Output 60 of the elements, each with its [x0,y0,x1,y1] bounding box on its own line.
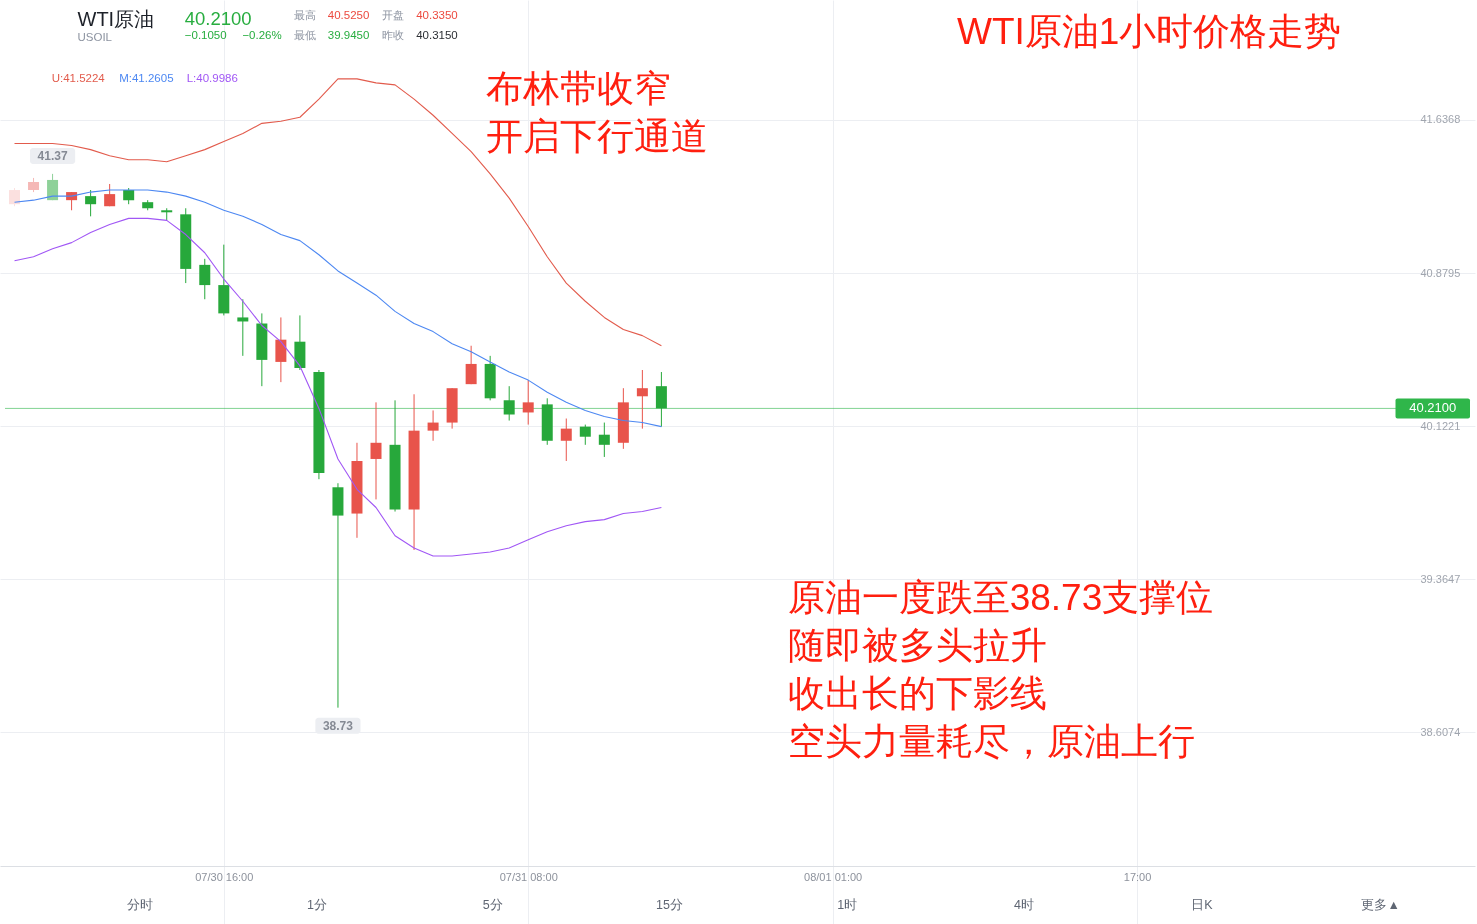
annotation: 40.5250 [327,9,370,21]
x-tick-label: 07/30 16:00 [195,870,254,883]
candlestick [522,379,534,426]
annotation: 4时 [1014,898,1035,912]
candlestick [465,345,477,385]
line-series [13,217,662,557]
y-tick-label: 40.1221 [1420,419,1461,432]
annotation: 39.9450 [327,29,370,41]
annotation: 最高 [294,9,317,21]
annotation: −0.1050 [184,29,227,41]
candlestick [560,418,572,462]
x-tick-label: 17:00 [1123,870,1152,883]
annotation: 40.3350 [416,9,458,21]
annotation: 开盘 [382,9,405,21]
annotation: 最低 [294,29,317,41]
annotation: 40.3150 [416,29,458,41]
candlestick [9,187,21,207]
annotation: 5分 [482,898,503,912]
y-tick-label: 39.3647 [1420,572,1461,585]
annotation: −0.26% [242,29,282,41]
text: L:40.9986 [186,72,238,84]
candlestick [503,385,515,422]
annotation: 原油一度跌至38.73支撑位 [787,577,1214,618]
text: U:41.5224 [51,72,106,84]
annotation: 分时 [127,898,154,912]
candlestick [636,369,648,430]
x-tick-label: 08/01 01:00 [804,870,863,883]
ref-line-label: 40.2100 [1409,400,1457,416]
candlestick [85,189,97,217]
chart-title: WTI原油1小时价格走势 [956,11,1342,52]
annotation: 更多▲ [1361,898,1400,912]
annotation: 昨收 [382,29,405,41]
candlestick [579,424,591,446]
annotation: 41.37 [37,148,68,163]
annotation: 空头力量耗尽，原油上行 [787,721,1195,762]
candlestick [47,173,59,201]
annotation: WTI原油 [77,8,155,30]
annotation: 开启下行通道 [485,116,708,157]
y-tick-label: 38.6074 [1420,725,1461,738]
annotation: 日K [1191,898,1214,912]
y-tick-label: 40.8795 [1420,266,1461,279]
x-tick-label: 07/31 08:00 [499,870,558,883]
annotation: 1分 [306,898,327,912]
annotation: 1时 [837,898,858,912]
candlestick [199,258,211,300]
candlestick [598,422,610,458]
y-tick-label: 41.6368 [1420,113,1461,126]
candlestick [237,298,249,357]
candlestick [275,316,287,383]
annotation: 15分 [656,898,683,912]
candlestick [655,371,667,428]
annotation: 布林带收窄 [485,68,671,109]
candlestick [427,409,439,442]
annotation: 收出长的下影线 [787,673,1047,714]
annotation: 40.2100 [184,8,252,29]
text: M:41.2605 [119,72,174,84]
annotation: 随即被多头拉升 [787,625,1047,666]
candlestick [370,401,382,500]
annotation: USOIL [77,31,113,43]
annotation: 38.73 [322,718,354,733]
